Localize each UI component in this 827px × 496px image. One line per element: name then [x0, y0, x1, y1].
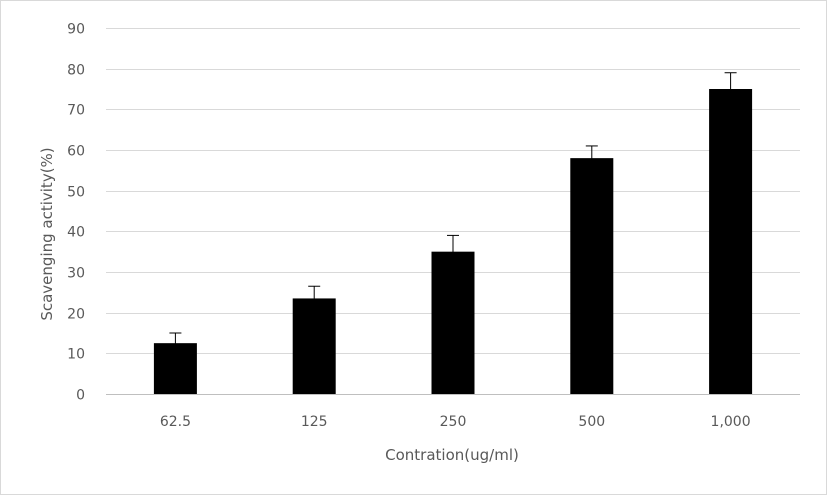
y-tick-label: 40 — [67, 225, 85, 241]
x-axis-title: Contration(ug/ml) — [385, 446, 519, 464]
bar — [431, 251, 475, 394]
bars — [153, 89, 753, 394]
gridlines — [106, 28, 800, 395]
x-tick-label: 62.5 — [160, 414, 191, 430]
error-bar — [169, 332, 182, 348]
x-tick-label: 125 — [301, 414, 328, 430]
y-tick-label: 80 — [67, 63, 85, 79]
bar — [570, 158, 614, 394]
error-bar — [585, 145, 598, 164]
y-axis-title: Scavenging activity(%) — [38, 147, 56, 320]
bar — [709, 89, 753, 394]
y-tick-label: 0 — [76, 388, 85, 404]
y-tick-label: 10 — [67, 347, 85, 363]
y-axis-ticks: 0 10 20 30 40 50 60 70 80 90 — [67, 22, 85, 404]
x-tick-label: 1,000 — [711, 414, 751, 430]
x-axis-ticks: 62.5 125 250 500 1,000 — [160, 414, 751, 430]
error-bars — [169, 72, 737, 348]
y-tick-label: 20 — [67, 307, 85, 323]
x-tick-label: 500 — [578, 414, 605, 430]
x-tick-label: 250 — [440, 414, 467, 430]
y-tick-label: 70 — [67, 103, 85, 119]
error-bar — [308, 285, 321, 304]
y-tick-label: 50 — [67, 185, 85, 201]
error-bar — [447, 234, 459, 259]
y-tick-label: 90 — [67, 22, 85, 38]
bar — [153, 343, 197, 394]
y-tick-label: 60 — [67, 144, 85, 160]
error-bar — [724, 72, 737, 97]
bar — [292, 298, 336, 394]
y-tick-label: 30 — [67, 266, 85, 282]
